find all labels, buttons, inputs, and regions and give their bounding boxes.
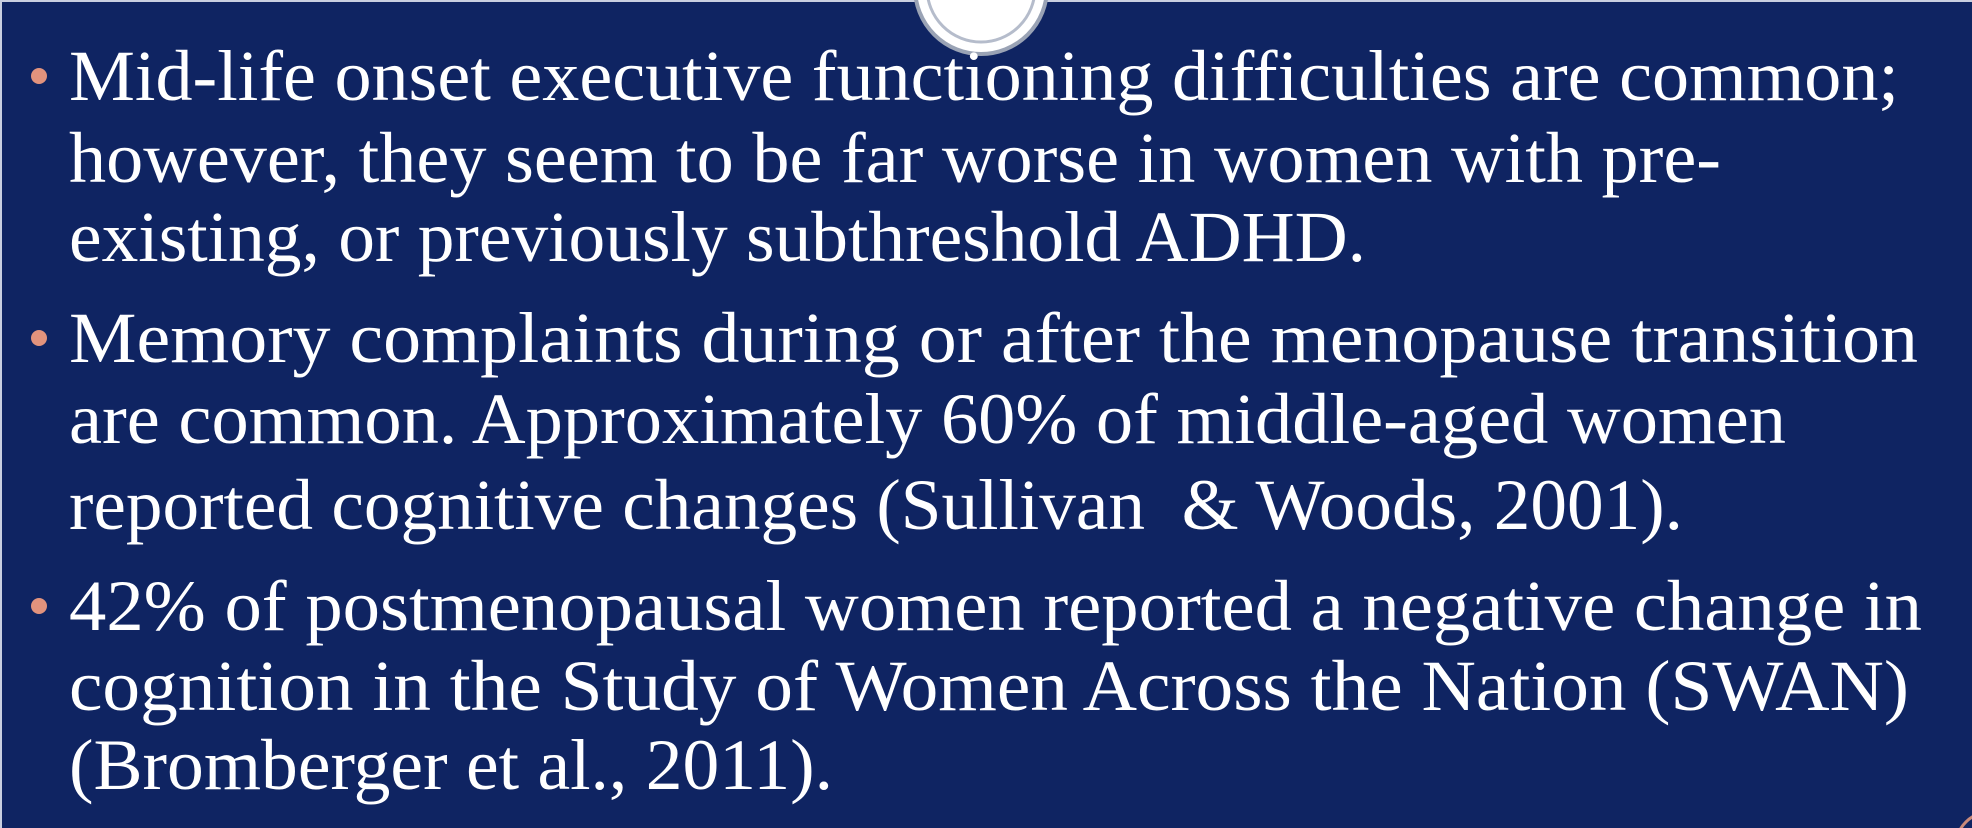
bullet-list: Mid-life onset executive functioning dif… [31,36,1922,805]
bullet-text-line: reported cognitive changes (Sullivan & W… [69,465,1683,545]
top-ornament [914,0,1048,56]
bullet-marker [31,598,47,614]
bullet-marker [31,330,47,346]
bullet-text-line: are common. Approximately 60% of middle-… [69,379,1786,459]
bullet-text-line: 42% of postmenopausal women reported a n… [69,566,1922,646]
bullet-marker [31,68,47,84]
bullet-text-line: existing, or previously subthreshold ADH… [69,197,1366,277]
bullet-text-line: cognition in the Study of Women Across t… [69,646,1909,726]
bullet-text-line: (Bromberger et al., 2011). [69,725,833,805]
bullet-text-line: Memory complaints during or after the me… [69,298,1918,378]
ornament-circle [914,0,1048,56]
bullet-text-line: however, they seem to be far worse in wo… [69,118,1721,198]
ornament-ring [926,0,1036,44]
bullet-text-line: Mid-life onset executive functioning dif… [69,36,1899,116]
